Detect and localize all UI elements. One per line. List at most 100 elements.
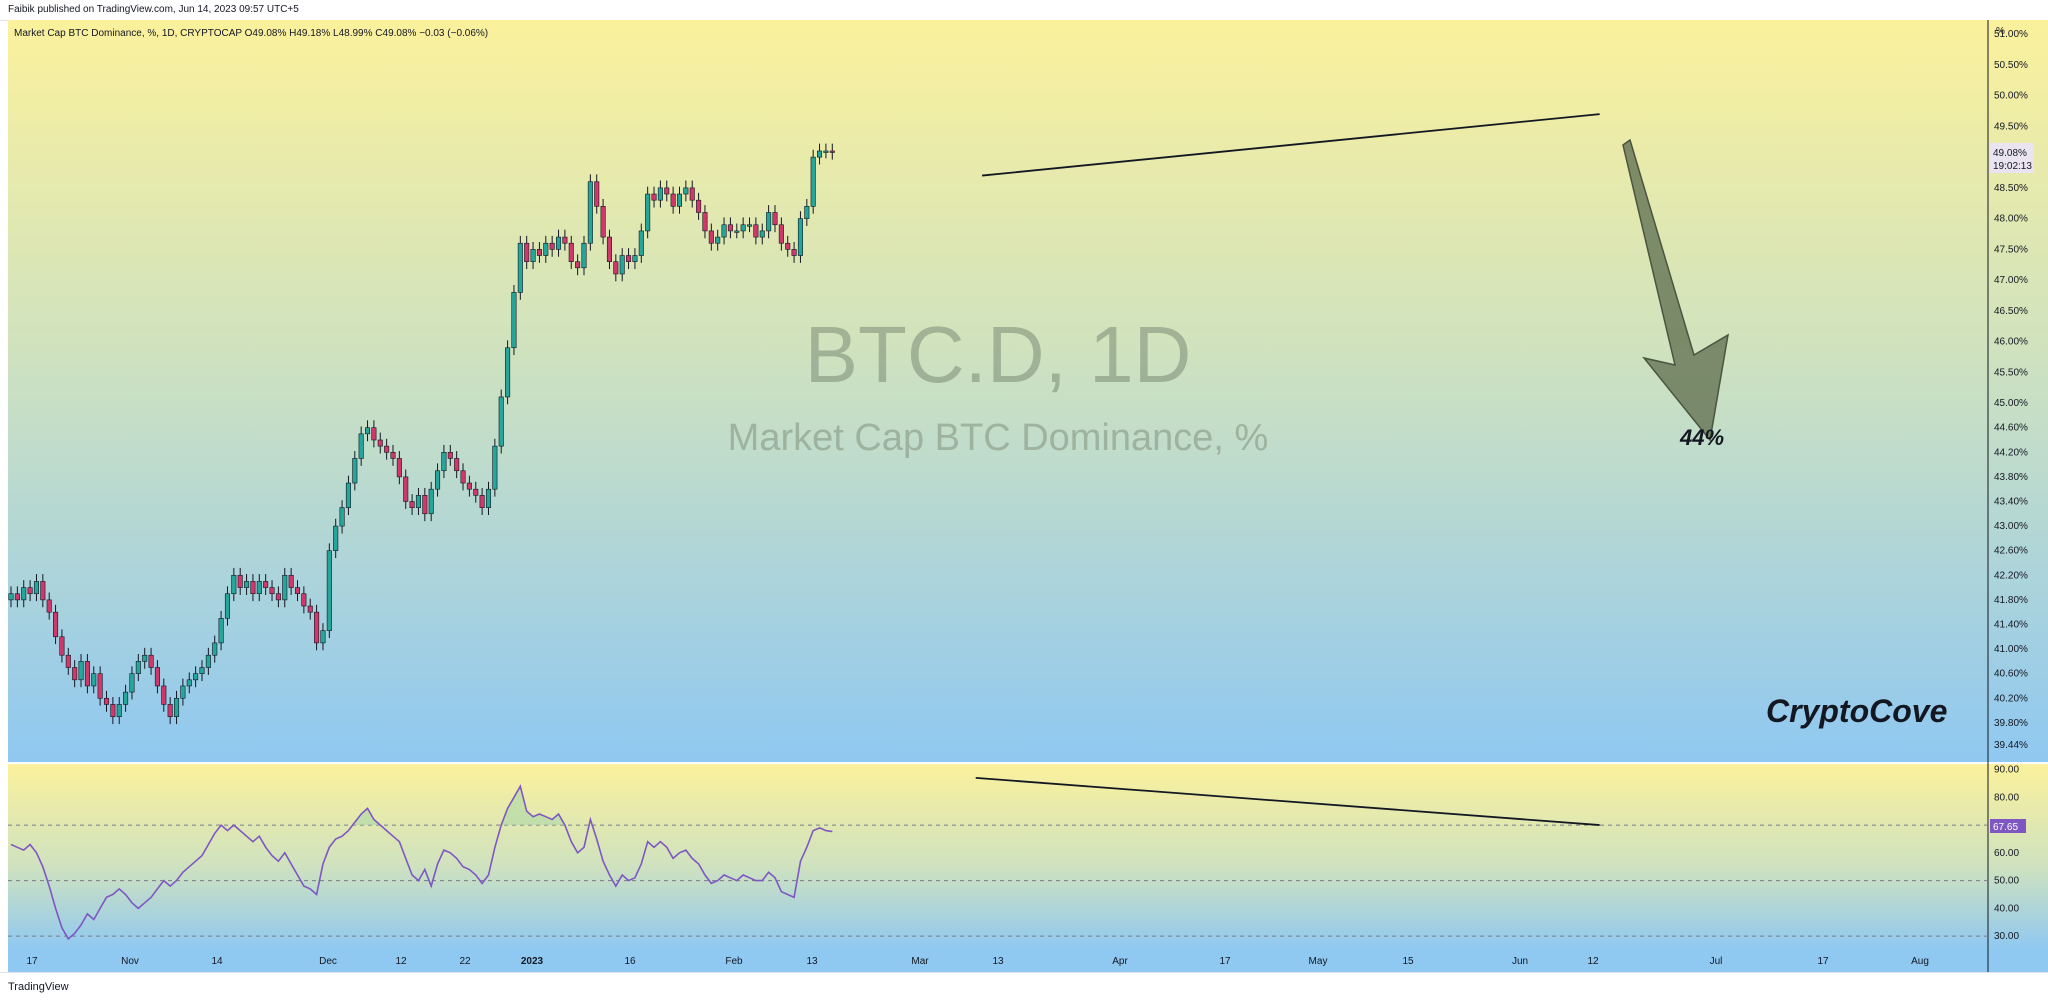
candle-body — [638, 230, 644, 256]
candle-body — [708, 230, 714, 244]
time-tick-label: 12 — [395, 956, 407, 967]
candle-body — [511, 292, 517, 349]
time-tick-label: 13 — [806, 956, 818, 967]
candle-body — [396, 458, 402, 478]
time-tick-label: Nov — [121, 956, 139, 967]
candle-body — [422, 495, 428, 515]
candle-body — [377, 439, 383, 447]
candle-body — [619, 255, 625, 275]
candle-body — [613, 261, 619, 275]
candle-body — [294, 587, 301, 595]
candle-body — [594, 181, 600, 207]
candle-body — [441, 451, 447, 472]
rsi-tick-label: 40.00 — [1994, 903, 2019, 914]
candle-body — [307, 605, 313, 613]
candle-body — [142, 654, 148, 662]
price-trendline[interactable] — [981, 113, 1600, 177]
price-tick-label: 43.00% — [1994, 521, 2028, 532]
rsi-tick-label: 90.00 — [1994, 765, 2019, 776]
publish-info: Faibik published on TradingView.com, Jun… — [8, 4, 299, 15]
price-pane-mask — [8, 762, 1988, 764]
watermark-symbol: BTC.D, 1D — [805, 310, 1192, 399]
rsi-tick-label: 50.00 — [1994, 876, 2019, 887]
time-tick-label: Apr — [1112, 956, 1128, 967]
candle-body — [683, 187, 689, 195]
price-tick-label: 50.50% — [1994, 60, 2028, 71]
time-tick-label: 15 — [1402, 956, 1414, 967]
candle-body — [517, 242, 523, 293]
down-arrow-icon[interactable] — [1622, 138, 1730, 442]
last-price-tag — [1990, 143, 2034, 173]
candle-body — [193, 673, 199, 681]
candle-body — [237, 574, 243, 588]
rsi-pane[interactable] — [8, 764, 1988, 950]
price-tick-label: 48.50% — [1994, 183, 2028, 194]
candle-body — [587, 181, 593, 244]
price-tick-label: 45.50% — [1994, 367, 2028, 378]
candle-body — [415, 495, 421, 508]
candle-body — [97, 673, 103, 699]
candle-body — [670, 193, 676, 207]
candle-body — [600, 206, 606, 238]
candle-body — [123, 691, 129, 705]
price-tick-label: 48.00% — [1994, 214, 2028, 225]
candle-body — [498, 396, 504, 447]
candle-body — [231, 574, 237, 595]
footer-bar: TradingView — [0, 972, 2048, 1001]
candle-body — [371, 427, 377, 441]
rsi-trendline[interactable] — [975, 776, 1600, 826]
candle-body — [27, 587, 33, 595]
candle-body — [676, 193, 683, 207]
chart-canvas[interactable]: BTC.D, 1D Market Cap BTC Dominance, % Ma… — [0, 0, 2048, 972]
candle-body — [734, 230, 740, 233]
candle-body — [791, 249, 797, 256]
candle-body — [817, 150, 823, 158]
rsi-tick-label: 60.00 — [1994, 848, 2019, 859]
candle-body — [314, 611, 320, 644]
candle-body — [148, 654, 154, 668]
candle-body — [167, 704, 173, 718]
price-pane[interactable] — [8, 20, 1988, 762]
candle-body — [473, 488, 479, 496]
candle-body — [244, 581, 250, 588]
rsi-reference-lines — [8, 824, 1988, 937]
price-axis: 51.00% 50.50% 50.00% 49.50% 48.50% 48.00% 47.5… — [1994, 29, 2028, 751]
time-tick-label: 12 — [1587, 956, 1599, 967]
candle-body — [543, 242, 549, 256]
rsi-overbought-fill — [354, 786, 565, 826]
countdown-value: 19:02:13 — [1993, 161, 2032, 172]
price-tick-label: 46.50% — [1994, 306, 2028, 317]
rsi-axis-bg[interactable] — [1988, 764, 2048, 950]
candle-body — [664, 187, 670, 195]
candle-body — [727, 224, 733, 232]
candle-body — [352, 458, 358, 484]
price-axis-unit: % — [1996, 26, 2005, 37]
candle-body — [339, 507, 345, 527]
time-tick-label: 14 — [211, 956, 223, 967]
time-tick-label: 13 — [992, 956, 1004, 967]
candle-body — [275, 593, 281, 601]
time-tick-label: 17 — [1817, 956, 1829, 967]
candle-body — [78, 661, 84, 681]
candle-body — [154, 667, 160, 687]
candle-body — [8, 593, 14, 601]
candle-body — [460, 470, 466, 484]
candle-body — [326, 550, 332, 631]
time-tick-label: Aug — [1911, 956, 1929, 967]
candle-body — [135, 661, 141, 674]
candle-body — [180, 685, 186, 699]
candle-body — [116, 704, 122, 718]
last-price-value: 49.08% — [1993, 148, 2027, 159]
candle-body — [689, 187, 695, 201]
candle-body — [435, 470, 441, 490]
last-rsi-value: 67.65 — [1993, 822, 2018, 833]
candle-body — [84, 661, 90, 687]
rsi-overbought-area — [501, 786, 565, 826]
candle-body — [657, 187, 663, 201]
candle-body — [804, 206, 810, 219]
candle-body — [454, 458, 460, 472]
candle-body — [282, 574, 288, 601]
price-tick-label: 42.20% — [1994, 570, 2028, 581]
candle-body — [530, 249, 536, 262]
candle-body — [759, 230, 765, 238]
